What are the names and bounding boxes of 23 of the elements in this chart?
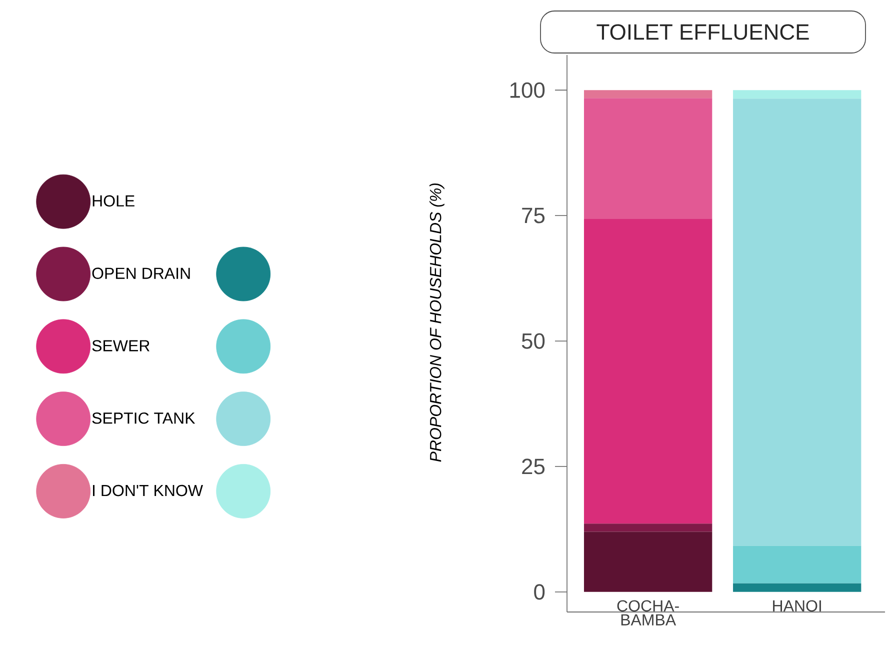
- chart-title: TOILET EFFLUENCE: [596, 24, 809, 40]
- x-tick-label: HANOI: [773, 600, 821, 612]
- y-axis-title: PROPORTION OF HOUSEHOLDS (%): [429, 183, 444, 462]
- bar: [584, 524, 712, 532]
- bar: [733, 546, 862, 584]
- bar: [584, 532, 712, 592]
- bar: [733, 583, 862, 592]
- y-tick-label: 100: [510, 82, 545, 98]
- bar: [733, 90, 862, 99]
- legend-label: HOLE: [92, 195, 134, 207]
- y-tick-label: 75: [522, 208, 545, 224]
- y-tick-label: 50: [522, 333, 545, 349]
- bar: [584, 98, 712, 219]
- legend-label: SEPTIC TANK: [92, 412, 196, 424]
- bar: [584, 218, 712, 524]
- x-tick-label: COCHA-BAMBA: [617, 600, 679, 626]
- legend-label: SEWER: [92, 340, 150, 352]
- bar: [584, 90, 712, 98]
- bar: [733, 98, 862, 546]
- legend-label: I DON'T KNOW: [93, 484, 203, 496]
- legend-label: OPEN DRAIN: [92, 268, 190, 279]
- y-tick-label: 0: [534, 584, 545, 600]
- y-tick-label: 25: [522, 458, 545, 474]
